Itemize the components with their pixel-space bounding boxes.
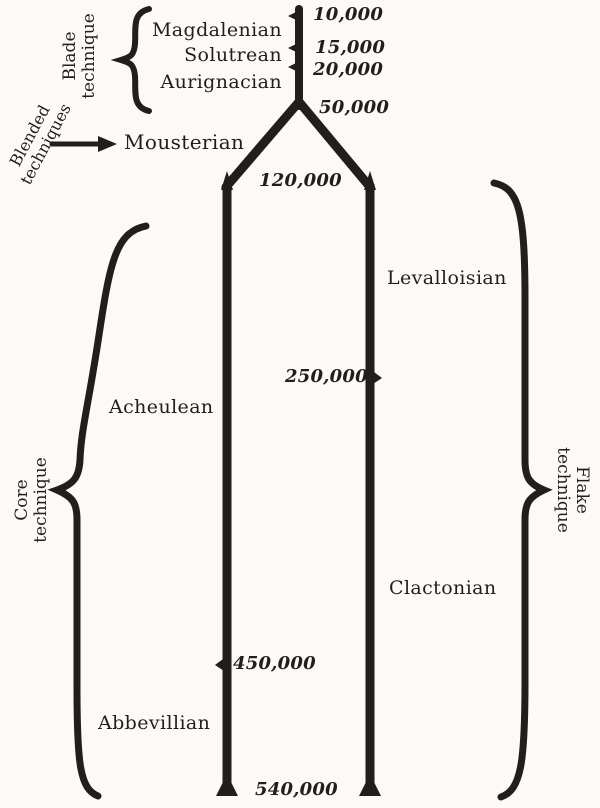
blade-bracket bbox=[110, 6, 152, 114]
blade-technique-label-line1: Blade bbox=[59, 31, 80, 81]
flake-technique-label: Flake technique bbox=[553, 447, 593, 533]
label-levalloisian: Levalloisian bbox=[387, 267, 507, 289]
date-450000: 450,000 bbox=[233, 653, 316, 674]
date-50000: 50,000 bbox=[319, 97, 390, 118]
core-tick-450000 bbox=[215, 656, 227, 673]
flake-bracket bbox=[490, 179, 553, 801]
date-15000: 15,000 bbox=[315, 37, 386, 58]
fork-right-branch bbox=[295, 98, 375, 192]
blade-technique-label-line2: technique bbox=[79, 13, 99, 99]
stem-tick-20000 bbox=[288, 61, 300, 73]
date-120000: 120,000 bbox=[259, 170, 342, 191]
label-aurignacian: Aurignacian bbox=[160, 71, 282, 93]
core-line-foot bbox=[216, 782, 238, 796]
blended-arrow-head bbox=[98, 136, 117, 152]
stem-tick-15000 bbox=[288, 42, 300, 54]
fork-left-branch bbox=[221, 98, 303, 192]
label-magdalenian: Magdalenian bbox=[151, 19, 282, 41]
flake-technique-label-line2: technique bbox=[553, 447, 573, 533]
flake-tick-250000 bbox=[370, 369, 382, 386]
core-technique-label-line1: Core bbox=[11, 479, 32, 521]
date-250000: 250,000 bbox=[285, 366, 368, 387]
label-mousterian: Mousterian bbox=[124, 130, 245, 154]
core-bracket bbox=[47, 222, 150, 800]
label-solutrean: Solutrean bbox=[184, 44, 282, 66]
blade-technique-label: Blade technique bbox=[59, 13, 99, 99]
flake-line-foot bbox=[359, 782, 381, 796]
label-abbevillian: Abbevillian bbox=[98, 712, 211, 734]
core-technique-label: Core technique bbox=[11, 457, 51, 543]
date-20000: 20,000 bbox=[313, 59, 384, 80]
date-10000: 10,000 bbox=[313, 4, 384, 25]
core-technique-label-line2: technique bbox=[31, 457, 51, 543]
label-acheulean: Acheulean bbox=[109, 396, 214, 418]
flake-technique-label-line1: Flake bbox=[572, 466, 593, 514]
stem-tick-10000 bbox=[288, 10, 300, 22]
date-540000: 540,000 bbox=[255, 779, 338, 800]
label-clactonian: Clactonian bbox=[389, 577, 497, 599]
